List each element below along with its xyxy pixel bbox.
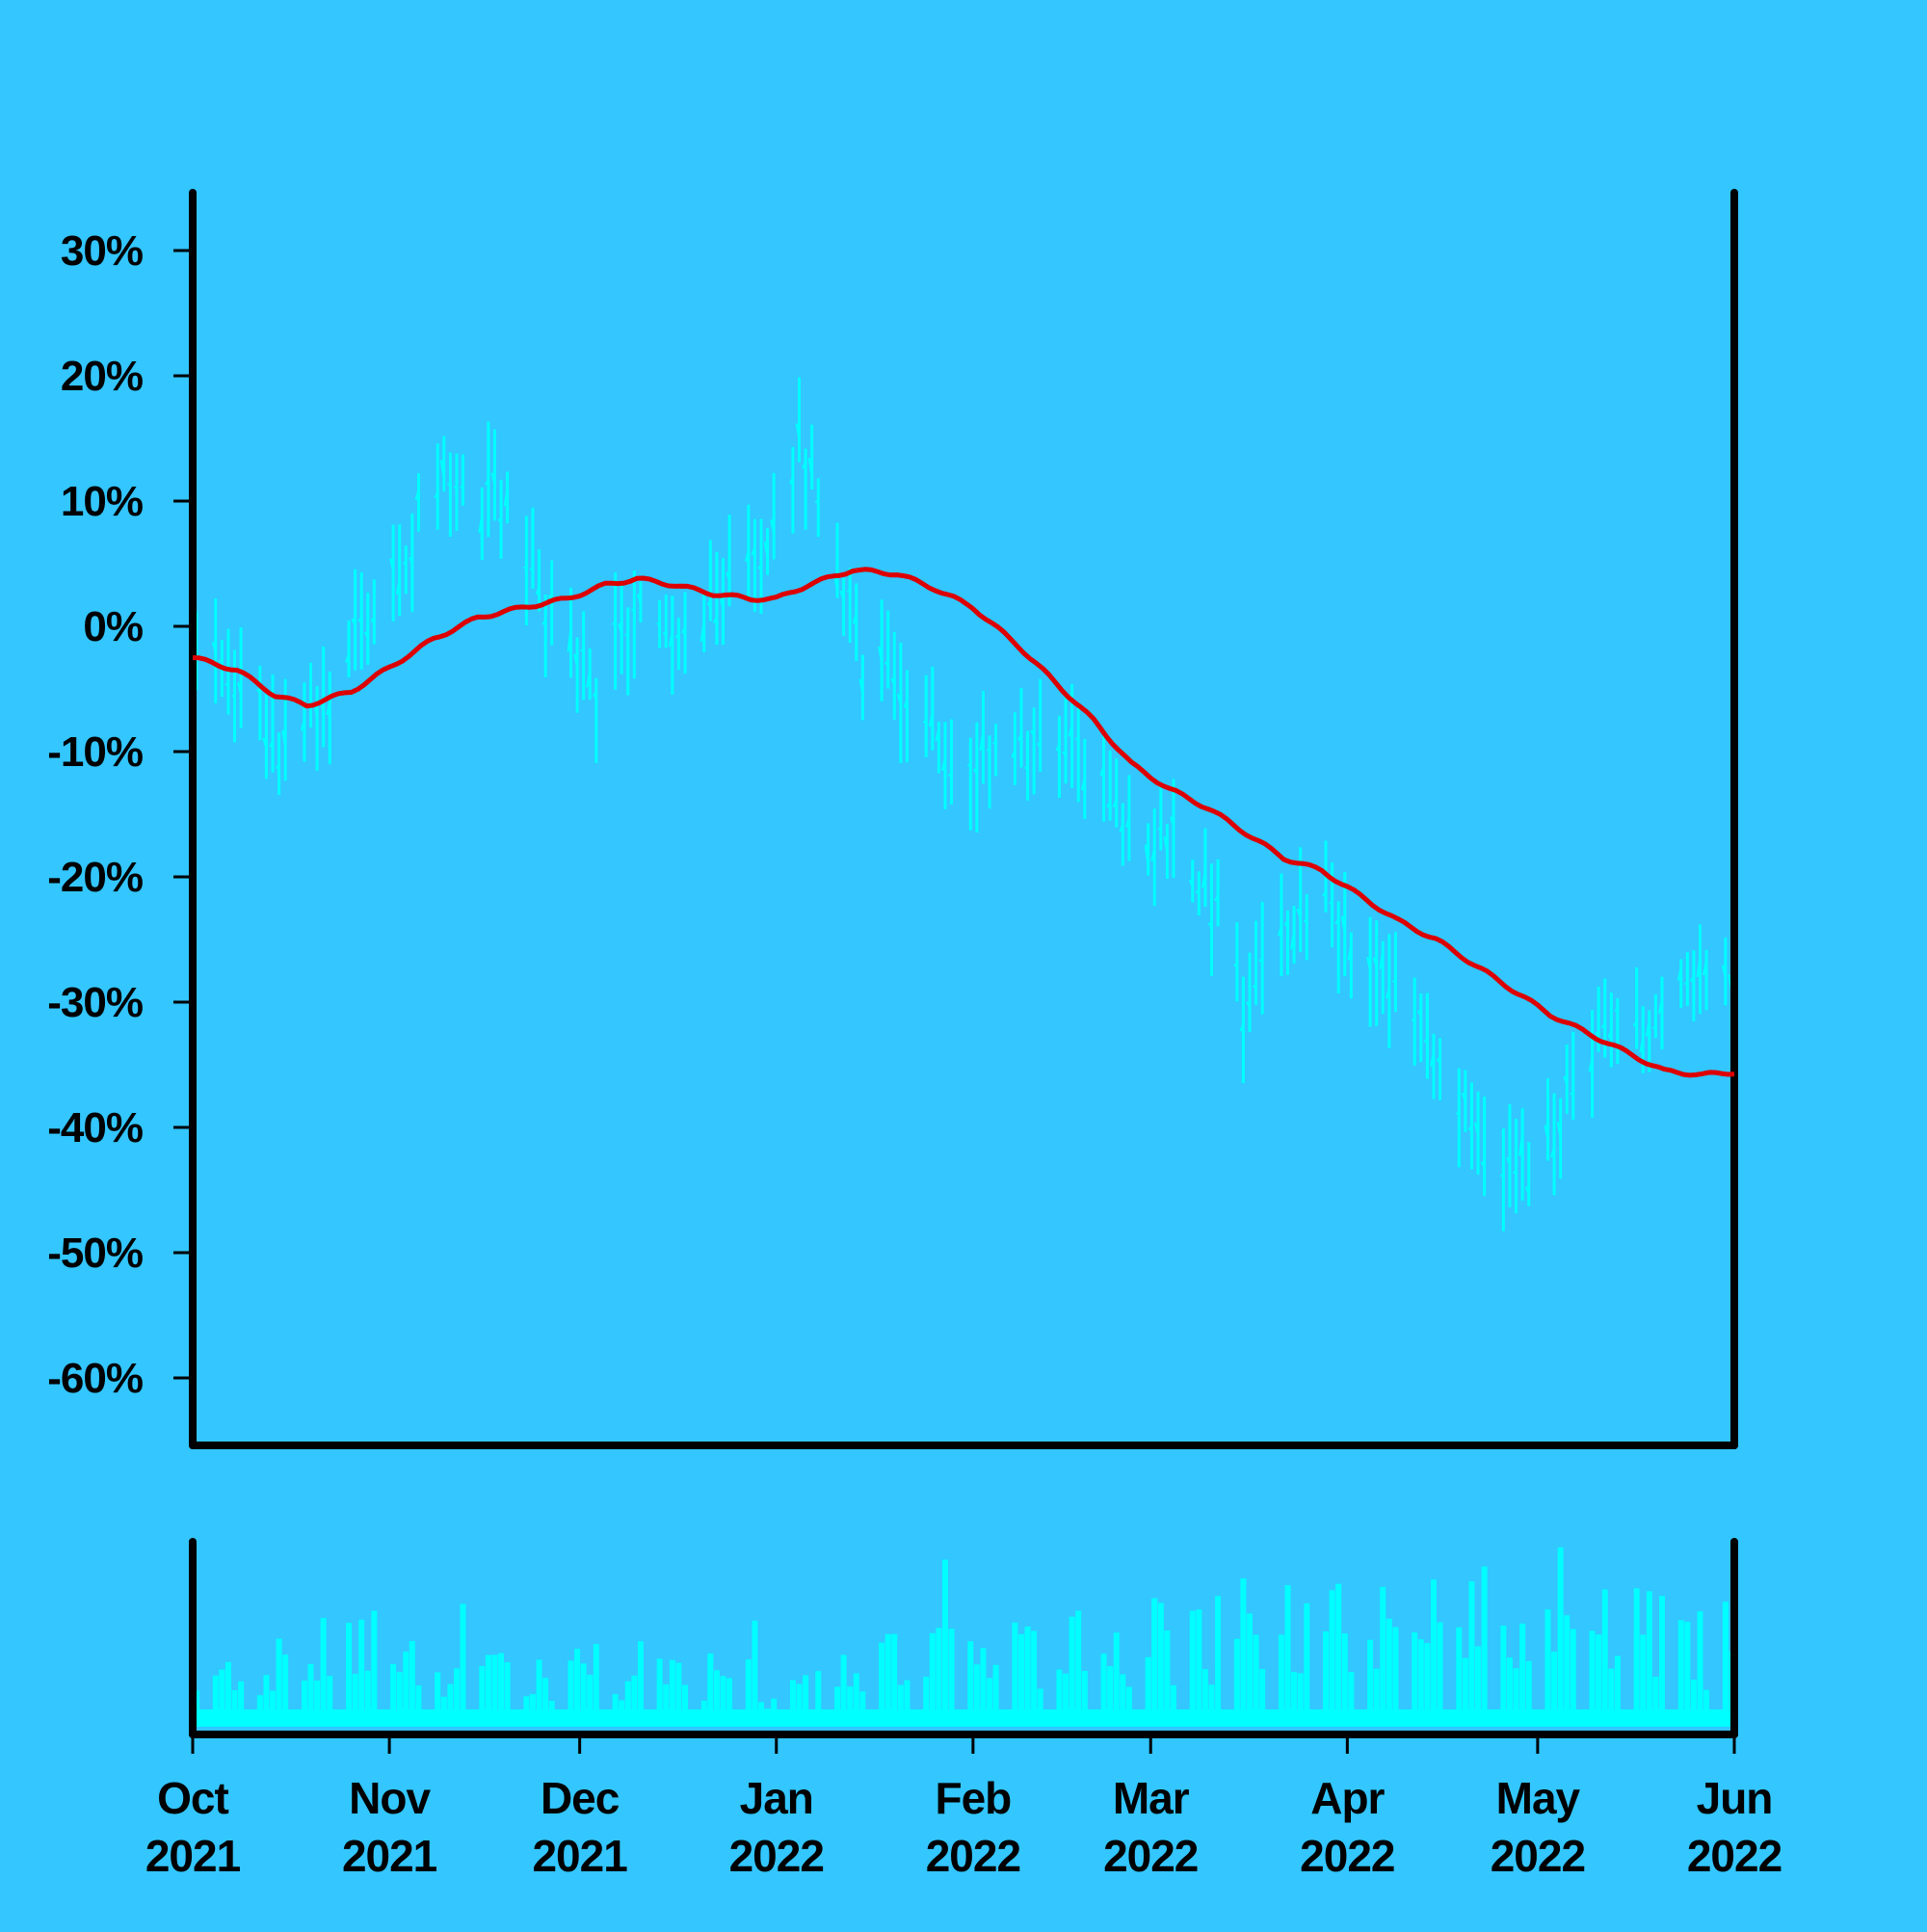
price-bar-tick	[447, 484, 450, 485]
volume-bars	[194, 1548, 1734, 1727]
x-tick-label-year: 2022	[729, 1831, 824, 1881]
price-bars	[194, 378, 1731, 1231]
x-tick-label-year: 2021	[342, 1831, 437, 1881]
volume-bar	[1647, 1591, 1652, 1727]
volume-bar	[1330, 1590, 1335, 1727]
price-bar-tick	[581, 650, 584, 651]
price-bar-tick	[1330, 903, 1333, 904]
y-tick-label: -10%	[47, 728, 143, 776]
volume-bar	[371, 1611, 377, 1727]
volume-bar	[1544, 1609, 1550, 1727]
x-tick-label-month: Nov	[349, 1773, 431, 1823]
x-tick-label-year: 2022	[1687, 1831, 1782, 1881]
price-bar-tick	[657, 623, 660, 624]
volume-bar	[1158, 1602, 1164, 1727]
y-tick-label: -60%	[47, 1355, 143, 1402]
price-bar-tick	[1684, 983, 1687, 985]
volume-bar	[942, 1560, 948, 1727]
x-tick-label-year: 2021	[145, 1831, 241, 1881]
x-tick-label-month: Jun	[1697, 1773, 1773, 1823]
x-tick-label-month: Mar	[1113, 1773, 1190, 1823]
volume-baseline	[197, 1709, 1730, 1727]
x-tick-label-year: 2022	[926, 1831, 1020, 1881]
price-bar-tick	[1571, 1094, 1573, 1095]
volume-bar	[1659, 1596, 1665, 1727]
y-tick-label: 20%	[61, 353, 143, 400]
volume-bar	[1468, 1581, 1474, 1727]
x-tick-label-month: Apr	[1310, 1773, 1385, 1823]
price-bar-tick	[1412, 1019, 1414, 1020]
volume-bar	[1380, 1587, 1386, 1727]
y-tick-label: -40%	[47, 1104, 143, 1151]
price-bar-tick	[1615, 1010, 1618, 1011]
price-bar-tick	[613, 623, 616, 624]
moving-average-line	[193, 569, 1734, 1075]
x-tick-label-year: 2022	[1300, 1831, 1394, 1881]
volume-bar	[1482, 1567, 1488, 1727]
x-tick-label-year: 2022	[1491, 1831, 1585, 1881]
volume-bar	[1304, 1603, 1309, 1727]
volume-bar	[1196, 1609, 1201, 1727]
moving-average-layer	[193, 569, 1734, 1075]
price-bar-tick	[993, 743, 996, 744]
volume-bar	[1190, 1611, 1196, 1727]
axes	[173, 193, 1734, 1754]
volume-bar	[1558, 1548, 1564, 1727]
volume-bar	[1723, 1601, 1729, 1727]
volume-bar	[1151, 1599, 1157, 1727]
x-tick-label-month: Feb	[935, 1773, 1011, 1823]
x-tick-label-month: Jan	[740, 1773, 813, 1823]
x-tick-label-month: Oct	[157, 1773, 228, 1823]
y-tick-label: -50%	[47, 1230, 143, 1277]
price-bar-tick	[923, 722, 926, 723]
volume-bar	[1602, 1590, 1608, 1727]
price-bar-tick	[403, 563, 406, 565]
y-tick-label: -30%	[47, 979, 143, 1026]
y-tick-label: 0%	[83, 603, 143, 650]
x-tick-label-year: 2021	[532, 1831, 627, 1881]
volume-bar	[1335, 1584, 1341, 1727]
volume-bar	[1634, 1588, 1640, 1727]
volume-bar	[1075, 1610, 1081, 1727]
x-tick-label-year: 2022	[1103, 1831, 1198, 1881]
volume-bar	[1431, 1579, 1437, 1727]
price-bar-tick	[625, 634, 628, 635]
y-tick-label: -20%	[47, 854, 143, 901]
volume-bar	[461, 1603, 466, 1727]
volume-bar	[1285, 1585, 1291, 1727]
y-tick-label: 30%	[61, 227, 143, 275]
x-tick-label-month: Dec	[541, 1773, 620, 1823]
x-tick-label-month: May	[1496, 1773, 1581, 1823]
price-bar-tick	[1456, 1113, 1459, 1114]
y-tick-label: 10%	[61, 478, 143, 525]
volume-bar	[1240, 1578, 1246, 1727]
volume-bar	[1215, 1596, 1221, 1727]
